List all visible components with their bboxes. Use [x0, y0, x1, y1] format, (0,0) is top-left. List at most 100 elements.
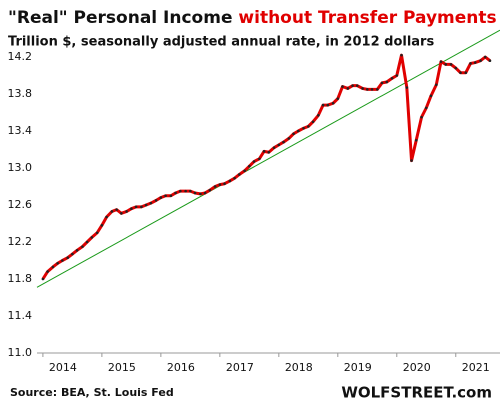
data-point — [365, 88, 369, 91]
data-point — [439, 60, 443, 63]
data-point — [110, 210, 114, 213]
data-point — [311, 120, 315, 124]
data-point — [140, 205, 143, 209]
data-point — [414, 138, 418, 142]
data-point — [238, 173, 241, 176]
data-point — [120, 212, 123, 215]
data-point — [174, 191, 177, 195]
data-point — [248, 164, 251, 168]
source: Source: BEA, St. Louis Fed — [10, 386, 174, 399]
watermark: WOLFSTREET.com — [341, 384, 492, 402]
data-point — [336, 97, 340, 100]
series-line — [41, 53, 491, 280]
data-point — [193, 191, 197, 195]
data-point — [75, 249, 79, 252]
x-tick-label: 2019 — [344, 361, 372, 374]
x-tick-label: 2015 — [108, 361, 136, 374]
data-point — [429, 94, 433, 98]
data-point — [213, 185, 217, 188]
x-tick-label: 2021 — [462, 361, 490, 374]
data-point — [267, 150, 271, 154]
data-point — [66, 256, 69, 260]
data-point — [444, 63, 448, 66]
data-point — [115, 208, 118, 211]
data-point — [95, 231, 99, 235]
data-point — [81, 245, 84, 248]
data-point — [130, 207, 133, 210]
data-point — [243, 169, 246, 173]
data-point — [479, 59, 482, 62]
data-point — [326, 103, 330, 107]
data-point — [331, 101, 335, 105]
data-point — [184, 189, 187, 193]
data-point — [405, 86, 409, 89]
data-point — [435, 83, 438, 87]
data-point — [85, 240, 89, 244]
data-point — [277, 143, 281, 147]
data-point — [134, 205, 138, 209]
data-point — [41, 277, 45, 281]
data-point — [282, 140, 285, 144]
data-point — [233, 176, 236, 180]
data-point — [459, 71, 462, 75]
y-tick-label: 13.8 — [8, 87, 33, 100]
title-highlight: without Transfer Payments — [238, 8, 496, 28]
x-tick-label: 2017 — [226, 361, 254, 374]
data-point — [287, 137, 291, 140]
data-point — [179, 189, 182, 193]
data-point — [208, 188, 212, 192]
data-point — [469, 62, 472, 65]
data-point — [71, 252, 74, 256]
y-tick-label: 11.8 — [8, 272, 33, 285]
data-point — [262, 150, 266, 153]
data-point — [61, 259, 64, 262]
x-tick-label: 2016 — [167, 361, 195, 374]
data-point — [317, 113, 320, 117]
data-point — [370, 88, 374, 91]
data-point — [159, 196, 163, 199]
data-point — [355, 84, 359, 87]
data-point — [125, 210, 128, 213]
data-point — [395, 74, 399, 77]
data-point — [454, 66, 458, 70]
data-point — [56, 261, 59, 265]
data-point — [473, 61, 477, 64]
data-point — [272, 146, 276, 149]
data-point — [258, 157, 261, 161]
data-point — [149, 201, 153, 205]
data-point — [390, 76, 394, 80]
data-point — [464, 71, 468, 75]
chart-title: "Real" Personal Income without Transfer … — [8, 8, 497, 28]
y-tick-label: 12.2 — [8, 235, 33, 248]
data-point — [380, 81, 384, 85]
data-point — [351, 84, 354, 87]
data-point — [302, 126, 305, 130]
subtitle: Trillion $, seasonally adjusted annual r… — [8, 35, 434, 50]
data-point — [189, 189, 192, 193]
data-point — [51, 265, 55, 269]
data-point — [400, 53, 403, 57]
data-point — [424, 106, 428, 110]
data-point — [483, 55, 487, 59]
y-tick-label: 11.0 — [8, 346, 33, 359]
y-tick-label: 12.6 — [8, 198, 33, 211]
data-point — [385, 80, 389, 84]
data-point — [164, 194, 167, 198]
data-point — [199, 192, 202, 196]
data-point — [252, 160, 256, 163]
x-tick-label: 2020 — [403, 361, 431, 374]
y-tick-label: 11.4 — [8, 309, 33, 322]
data-point — [420, 115, 423, 119]
y-tick-label: 13.4 — [8, 124, 33, 137]
data-point — [223, 182, 226, 186]
data-point — [144, 203, 148, 207]
data-point — [292, 132, 295, 136]
data-point — [307, 125, 310, 128]
data-point — [346, 87, 350, 90]
data-point — [296, 129, 300, 133]
title-main: "Real" Personal Income — [8, 8, 232, 28]
data-point — [203, 191, 207, 195]
data-point — [449, 63, 453, 66]
data-point — [154, 199, 158, 202]
